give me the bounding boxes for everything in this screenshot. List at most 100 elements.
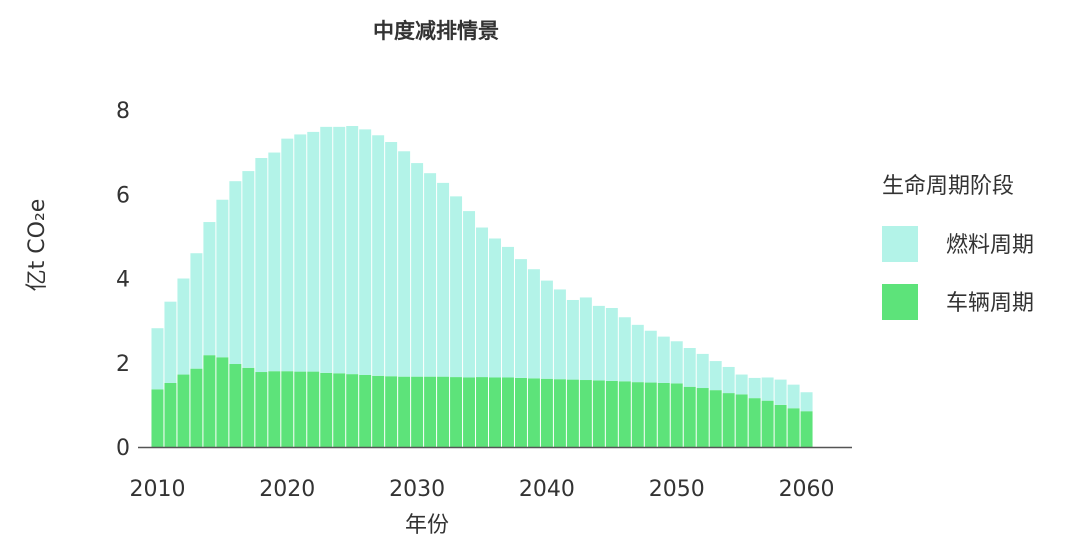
bar-fuel-cycle-2017 [242, 171, 255, 368]
bar-vehicle-cycle-2016 [229, 364, 242, 447]
bar-fuel-cycle-2028 [385, 142, 398, 377]
x-tick-label: 2050 [649, 477, 705, 502]
bar-fuel-cycle-2045 [605, 307, 618, 381]
bar-fuel-cycle-2030 [411, 163, 424, 377]
bar-vehicle-cycle-2053 [709, 390, 722, 447]
bar-fuel-cycle-2055 [735, 374, 748, 395]
x-ticks: 2010 2020 2030 2040 2050 2060 [129, 477, 834, 502]
bar-vehicle-cycle-2027 [372, 375, 385, 447]
y-tick-label: 0 [116, 436, 130, 461]
bar-vehicle-cycle-2015 [216, 357, 229, 447]
y-ticks: 0 2 4 6 8 [116, 99, 130, 461]
bar-vehicle-cycle-2025 [346, 374, 359, 447]
bar-vehicle-cycle-2014 [203, 355, 216, 447]
bar-vehicle-cycle-2045 [605, 380, 618, 447]
bar-vehicle-cycle-2023 [320, 372, 333, 447]
bar-vehicle-cycle-2034 [463, 377, 476, 447]
bar-vehicle-cycle-2042 [566, 379, 579, 447]
bar-fuel-cycle-2046 [618, 317, 631, 382]
legend-title: 生命周期阶段 [882, 174, 1014, 199]
bar-fuel-cycle-2022 [307, 131, 320, 372]
y-tick-label: 2 [116, 352, 130, 377]
bar-vehicle-cycle-2019 [268, 371, 281, 447]
x-tick-label: 2040 [519, 477, 575, 502]
bar-fuel-cycle-2019 [268, 152, 281, 372]
bar-fuel-cycle-2040 [540, 280, 553, 379]
bar-fuel-cycle-2034 [463, 211, 476, 378]
bar-fuel-cycle-2016 [229, 181, 242, 365]
bar-vehicle-cycle-2012 [177, 374, 190, 447]
bar-vehicle-cycle-2049 [657, 382, 670, 447]
bar-fuel-cycle-2020 [281, 138, 294, 372]
bar-vehicle-cycle-2028 [385, 376, 398, 447]
bar-vehicle-cycle-2047 [631, 382, 644, 447]
bar-fuel-cycle-2027 [372, 135, 385, 376]
bar-vehicle-cycle-2058 [774, 404, 787, 448]
bar-vehicle-cycle-2041 [553, 379, 566, 447]
x-tick-label: 2020 [259, 477, 315, 502]
bar-vehicle-cycle-2017 [242, 367, 255, 447]
bar-fuel-cycle-2033 [450, 196, 463, 378]
bar-vehicle-cycle-2026 [359, 374, 372, 447]
x-axis-label: 年份 [405, 513, 449, 538]
y-tick-label: 6 [116, 183, 130, 208]
bar-fuel-cycle-2013 [190, 253, 203, 369]
bar-fuel-cycle-2041 [553, 289, 566, 380]
bar-fuel-cycle-2047 [631, 324, 644, 383]
bar-fuel-cycle-2037 [501, 246, 514, 378]
bar-fuel-cycle-2029 [398, 151, 411, 377]
bar-fuel-cycle-2043 [579, 297, 592, 381]
bar-vehicle-cycle-2029 [398, 376, 411, 447]
bar-fuel-cycle-2057 [761, 377, 774, 401]
bar-fuel-cycle-2059 [787, 384, 800, 409]
bar-fuel-cycle-2058 [774, 379, 787, 405]
bar-vehicle-cycle-2021 [294, 371, 307, 447]
bar-vehicle-cycle-2013 [190, 368, 203, 447]
bar-fuel-cycle-2036 [489, 238, 501, 378]
x-tick-label: 2010 [129, 477, 185, 502]
bar-fuel-cycle-2023 [320, 126, 333, 373]
bar-vehicle-cycle-2031 [424, 376, 437, 447]
bar-vehicle-cycle-2018 [255, 372, 268, 447]
bar-fuel-cycle-2038 [514, 259, 527, 378]
bar-vehicle-cycle-2020 [281, 371, 294, 447]
bar-fuel-cycle-2049 [657, 336, 670, 383]
bar-fuel-cycle-2011 [164, 301, 177, 383]
bar-vehicle-cycle-2030 [411, 376, 424, 447]
x-tick-label: 2060 [779, 477, 835, 502]
bar-fuel-cycle-2024 [333, 126, 346, 374]
bar-vehicle-cycle-2052 [696, 388, 709, 447]
bar-vehicle-cycle-2038 [514, 377, 527, 447]
x-tick-label: 2030 [389, 477, 445, 502]
bar-vehicle-cycle-2044 [592, 380, 605, 447]
bar-fuel-cycle-2025 [346, 126, 359, 375]
bar-fuel-cycle-2053 [709, 361, 722, 391]
bar-fuel-cycle-2018 [255, 158, 268, 373]
bar-fuel-cycle-2054 [722, 366, 735, 394]
bar-fuel-cycle-2060 [800, 392, 813, 412]
bar-fuel-cycle-2056 [748, 377, 761, 399]
bar-fuel-cycle-2051 [683, 348, 696, 387]
bar-vehicle-cycle-2036 [489, 377, 501, 447]
bar-fuel-cycle-2010 [151, 328, 164, 390]
bar-fuel-cycle-2012 [177, 278, 190, 375]
bar-vehicle-cycle-2033 [450, 377, 463, 447]
bar-vehicle-cycle-2043 [579, 380, 592, 447]
bar-vehicle-cycle-2040 [540, 378, 553, 447]
bar-vehicle-cycle-2010 [151, 389, 164, 447]
bar-vehicle-cycle-2056 [748, 398, 761, 447]
bar-vehicle-cycle-2046 [618, 381, 631, 447]
bar-vehicle-cycle-2060 [800, 411, 813, 447]
legend-label: 燃料周期 [946, 233, 1034, 258]
legend-label: 车辆周期 [946, 291, 1034, 316]
y-axis-label: 亿t CO₂e [25, 199, 50, 292]
bar-vehicle-cycle-2055 [735, 394, 748, 447]
bar-vehicle-cycle-2037 [501, 377, 514, 447]
legend-swatch [882, 284, 918, 320]
bar-vehicle-cycle-2050 [670, 383, 683, 447]
bar-fuel-cycle-2035 [476, 227, 489, 378]
bar-fuel-cycle-2031 [424, 173, 437, 377]
bar-fuel-cycle-2014 [203, 222, 216, 356]
